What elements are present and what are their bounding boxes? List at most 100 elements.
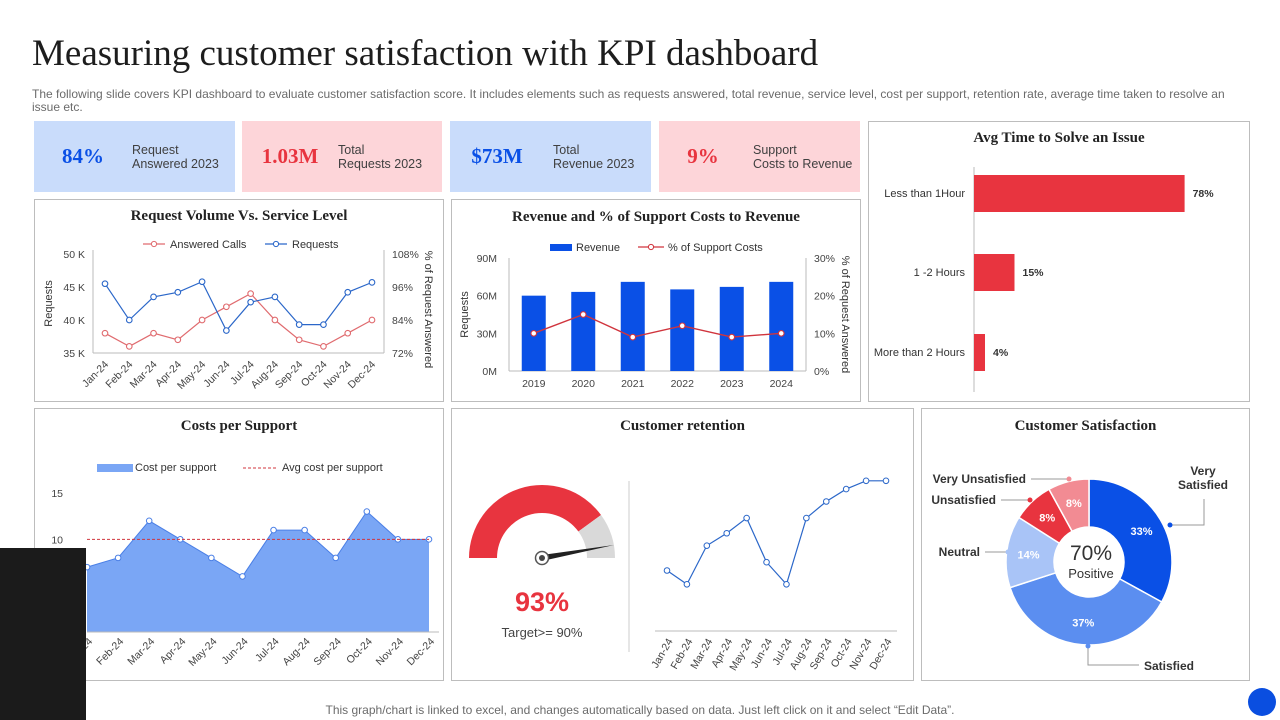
- series-line: [533, 313, 782, 338]
- data-point: [332, 554, 340, 562]
- legend-label: Revenue: [576, 242, 620, 254]
- kpi-card-total-requests[interactable]: 1.03M Total Requests 2023: [242, 121, 442, 192]
- y-tick-label: 45 K: [63, 282, 85, 294]
- leader-dot: [1005, 549, 1011, 555]
- data-point: [663, 567, 671, 574]
- data-point: [783, 581, 790, 588]
- bar: [769, 281, 794, 371]
- kpi-card-requests-answered[interactable]: 84% Request Answered 2023: [34, 121, 235, 192]
- data-point: [270, 526, 277, 534]
- legend-label: Requests: [292, 239, 339, 251]
- y2-axis-label: % of Request Answered: [422, 251, 434, 368]
- leader-dot: [1167, 522, 1173, 528]
- donut-hole: [1054, 527, 1124, 597]
- gauge-target: Target>= 90%: [501, 625, 583, 640]
- bar: [571, 291, 596, 371]
- data-point: [363, 508, 371, 515]
- kpi-card-support-costs[interactable]: 9% Support Costs to Revenue: [659, 121, 860, 192]
- data-point: [763, 558, 770, 566]
- legend-swatch: [550, 244, 572, 251]
- kpi-value: 9%: [687, 144, 719, 168]
- slice-label: 8%: [1066, 498, 1082, 510]
- data-point: [683, 581, 691, 588]
- kpi-label: Support Costs to Revenue: [753, 142, 853, 171]
- outer-label: Neutral: [939, 545, 980, 559]
- data-point: [862, 477, 870, 485]
- data-point: [723, 529, 731, 537]
- y2-tick-label: 84%: [392, 315, 413, 327]
- page-title: Measuring customer satisfaction with KPI…: [32, 33, 819, 74]
- legend-label: Answered Calls: [170, 239, 247, 251]
- outer-label: Very: [1190, 464, 1216, 478]
- bar: [719, 286, 744, 371]
- data-point: [368, 316, 376, 324]
- data-point: [882, 477, 890, 485]
- data-point: [344, 288, 352, 296]
- legend-marker: [150, 240, 158, 248]
- data-point: [198, 278, 206, 286]
- legend-label: Cost per support: [135, 462, 216, 474]
- data-point: [223, 327, 230, 334]
- x-tick-label: 2019: [522, 378, 546, 390]
- data-point: [223, 303, 230, 311]
- y-tick-label: 0M: [482, 366, 497, 378]
- data-point: [301, 526, 308, 534]
- chart-title: Revenue and % of Support Costs to Revenu…: [512, 209, 800, 225]
- x-tick-label: Aug-24: [280, 636, 313, 669]
- kpi-label: Total Requests 2023: [338, 142, 423, 171]
- y-tick-label: 60M: [477, 291, 497, 303]
- y2-tick-label: 0%: [814, 366, 829, 378]
- avg-time-panel[interactable]: Avg Time to Solve an Issue 78% Less than …: [868, 121, 1250, 402]
- costs-per-support-chart[interactable]: 051015Jan-24Feb-24Mar-24Apr-24May-24Jun-…: [35, 409, 443, 680]
- x-tick-label: Feb-24: [94, 636, 126, 668]
- bar: [974, 175, 1185, 212]
- x-tick-label: Apr-24: [158, 636, 189, 667]
- kpi-value: $73M: [471, 144, 523, 168]
- page-subtitle: The following slide covers KPI dashboard…: [32, 87, 1225, 114]
- request-volume-chart[interactable]: 35 K 40 K 45 K 50 K 72% 84% 96% 108% Requests % o…: [35, 200, 443, 401]
- data-point: [344, 329, 352, 337]
- legend-marker: [272, 240, 280, 248]
- kpi-card-total-revenue[interactable]: $73M Total Revenue 2023: [450, 121, 651, 192]
- data-point: [247, 290, 254, 297]
- legend-label: Avg cost per support: [282, 462, 383, 474]
- x-tick-label: Jun-24: [201, 359, 232, 390]
- data-point: [125, 316, 133, 324]
- leader-line: [1170, 499, 1205, 526]
- data-point: [822, 498, 830, 505]
- series-line: [104, 280, 373, 332]
- chart-title: Customer retention: [620, 418, 745, 434]
- kpi-label: Request Answered 2023: [132, 142, 219, 171]
- outer-label: Very Unsatisfied: [933, 472, 1026, 486]
- x-tick-label: 2021: [621, 378, 645, 390]
- bar: [974, 254, 1015, 291]
- leader-dot: [1066, 476, 1072, 482]
- avg-time-chart[interactable]: 78% Less than 1Hour 15% 1 -2 Hours 4% More th…: [869, 122, 1249, 401]
- x-tick-label: Nov-24: [374, 636, 407, 669]
- customer-satisfaction-chart[interactable]: 33%37%14%8%8%VerySatisfiedSatisfiedNeutr…: [922, 409, 1249, 680]
- y-tick-label: 35 K: [63, 348, 85, 360]
- legend-swatch: [97, 464, 133, 472]
- gauge-value-arc: [469, 485, 602, 558]
- data-point: [320, 343, 327, 350]
- customer-retention-chart[interactable]: Jan-24Feb-24Mar-24Apr-24May-24Jun-24Jul-…: [452, 409, 913, 680]
- data-label: 78%: [1193, 188, 1215, 200]
- gauge-needle: [542, 545, 614, 561]
- data-point: [803, 514, 810, 522]
- revenue-chart[interactable]: 0M 30M 60M 90M 0% 10% 20% 30% Requests % of Reque…: [452, 200, 860, 401]
- x-tick-label: Sep-24: [311, 636, 344, 669]
- revenue-panel[interactable]: Revenue and % of Support Costs to Revenu…: [451, 199, 861, 402]
- donut-center-value: 70%: [1069, 542, 1113, 565]
- bar: [620, 281, 645, 371]
- footer-note: This graph/chart is linked to excel, and…: [325, 703, 955, 717]
- legend-label: % of Support Costs: [668, 242, 763, 254]
- y-tick-label: 90M: [477, 253, 497, 265]
- y-tick-label: 10: [51, 534, 63, 546]
- customer-satisfaction-panel[interactable]: Customer Satisfaction 33% 37% 14% 8% 8% Very S…: [921, 408, 1250, 681]
- data-point: [247, 298, 254, 306]
- request-volume-panel[interactable]: Request Volume Vs. Service Level 35 K 40 …: [34, 199, 444, 402]
- customer-retention-panel[interactable]: Customer retention Jan-24 Feb-24 Mar-24 Apr…: [451, 408, 914, 681]
- costs-per-support-panel[interactable]: Costs per Support 051015Jan-24Feb-24Mar-…: [34, 408, 444, 681]
- slice-label: 8%: [1039, 513, 1055, 525]
- x-tick-label: Dec-24: [405, 636, 438, 669]
